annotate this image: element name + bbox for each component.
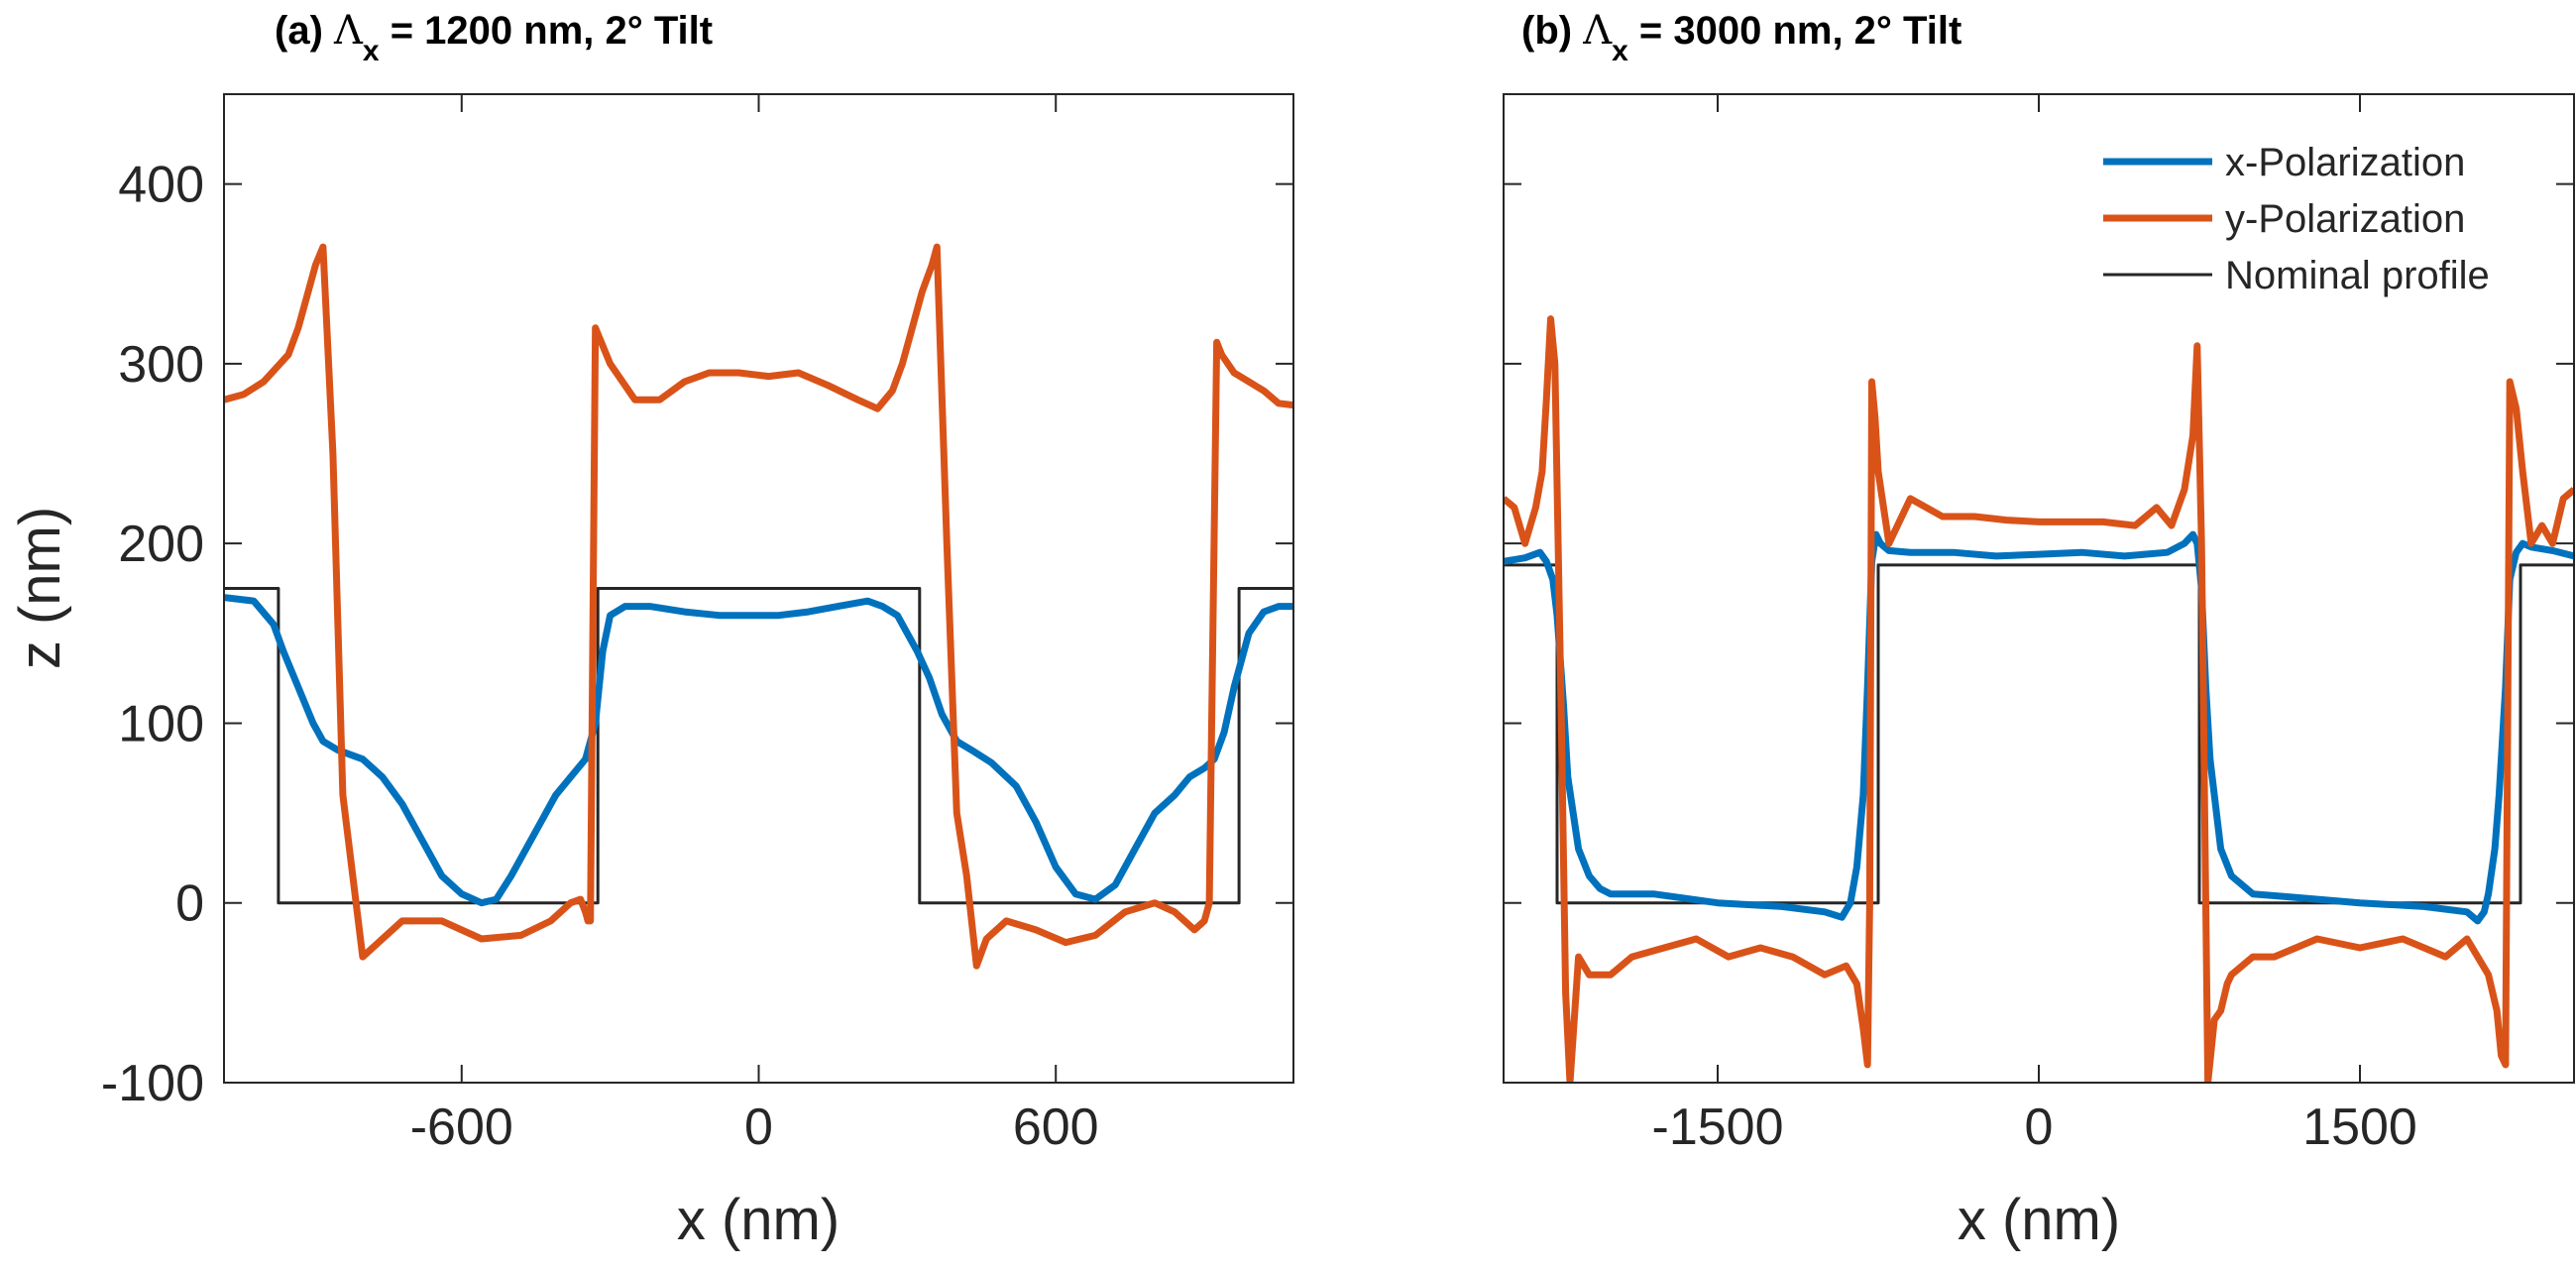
panel-a: (a) Λx = 1200 nm, 2° Tilt -600 0 600 -100 0 1… (8, 8, 1294, 1252)
panel-a-title-symbol: Λ (333, 8, 364, 54)
legend-label-x-polarization: x-Polarization (2225, 141, 2465, 184)
panel-a-series-x-polarization (224, 594, 1293, 907)
legend: x-Polarization y-Polarization Nominal pr… (2103, 141, 2490, 297)
panel-a-plot-area (224, 243, 1293, 970)
panel-a-y-tick-label: 0 (175, 875, 204, 933)
panel-a-series-y-polarization (224, 243, 1293, 970)
panel-b: (b) Λx = 3000 nm, 2° Tilt -1500 0 1500 x (… (1503, 8, 2575, 1252)
panel-b-series-nominal-profile (1504, 563, 2574, 905)
panel-a-y-axis-label: z (nm) (8, 507, 72, 669)
legend-label-y-polarization: y-Polarization (2225, 197, 2465, 241)
panel-a-y-tick-label: 200 (118, 516, 204, 573)
panel-b-title-subscript: x (1612, 35, 1628, 67)
panel-a-series-nominal-profile (224, 587, 1293, 905)
panel-b-series-group (1504, 315, 2574, 1083)
panel-b-plot-area (1504, 315, 2574, 1083)
panel-a-x-tick-label: 600 (1013, 1099, 1099, 1156)
panel-b-x-tick-label: -1500 (1652, 1099, 1784, 1156)
panel-b-title: (b) Λx = 3000 nm, 2° Tilt (1521, 8, 1961, 67)
panel-b-x-axis-label: x (nm) (1958, 1188, 2120, 1252)
panel-a-y-tick-label: -100 (101, 1055, 204, 1112)
panel-a-ticks: -600 0 600 -100 0 100 200 300 400 (101, 94, 1293, 1156)
panel-a-title: (a) Λx = 1200 nm, 2° Tilt (275, 8, 713, 67)
panel-a-x-tick-label: 0 (744, 1099, 773, 1156)
panel-b-x-tick-label: 0 (2025, 1099, 2054, 1156)
panel-b-title-symbol: Λ (1582, 8, 1613, 54)
panel-a-series-group (224, 243, 1293, 970)
panel-b-title-prefix: (b) (1521, 9, 1583, 53)
panel-a-title-rest: = 1200 nm, 2° Tilt (380, 9, 714, 53)
panel-a-title-subscript: x (363, 35, 380, 67)
panel-a-x-tick-label: -600 (410, 1099, 513, 1156)
panel-a-x-axis-label: x (nm) (677, 1188, 840, 1252)
legend-label-nominal-profile: Nominal profile (2225, 254, 2490, 297)
panel-a-y-tick-label: 100 (118, 695, 204, 752)
panel-a-title-prefix: (a) (275, 9, 334, 53)
panel-a-y-tick-label: 300 (118, 336, 204, 394)
panel-b-series-x-polarization (1504, 530, 2574, 925)
panel-b-title-rest: = 3000 nm, 2° Tilt (1628, 9, 1962, 53)
panel-b-series-y-polarization (1504, 315, 2574, 1083)
panel-b-x-tick-label: 1500 (2302, 1099, 2417, 1156)
panel-a-y-tick-label: 400 (118, 157, 204, 214)
panel-b-ticks: -1500 0 1500 (1504, 94, 2574, 1156)
